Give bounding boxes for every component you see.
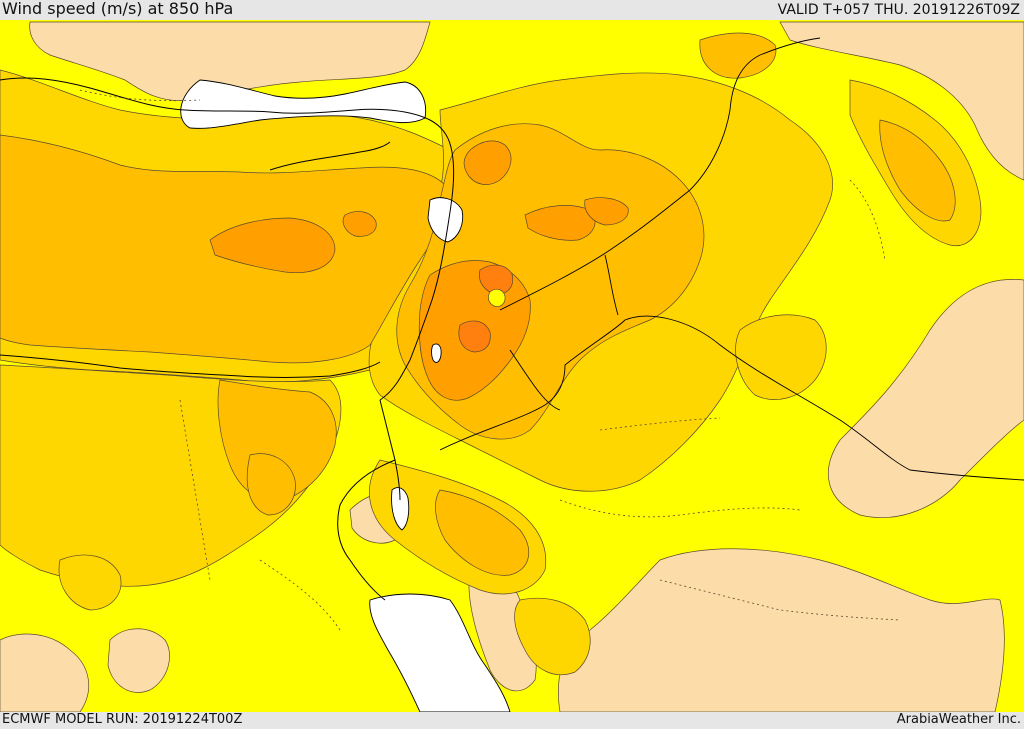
- borders: [439, 37, 1024, 481]
- peach-northeast: [779, 21, 1024, 181]
- coastlines: [0, 77, 455, 601]
- yellow-cell-jordan: [488, 288, 506, 307]
- credit-label: ArabiaWeather Inc.: [896, 712, 1021, 727]
- orange-lebanon: [463, 140, 512, 185]
- gulf-of-aqaba: [391, 487, 410, 531]
- weather-map: [0, 20, 1024, 712]
- orange-syria-blob: [584, 197, 629, 226]
- peach-egypt-blob: [107, 628, 170, 693]
- lake-tuz: [427, 197, 464, 243]
- dark-orange-core: [458, 320, 491, 353]
- red-sea: [369, 593, 511, 712]
- dead-sea: [431, 343, 442, 363]
- orange-mediterranean-east: [342, 211, 377, 237]
- province-lines: [79, 89, 901, 631]
- footer-bar: ECMWF MODEL RUN: 20191224T00Z ArabiaWeat…: [0, 712, 1024, 729]
- header-bar: Wind speed (m/s) at 850 hPa VALID T+057 …: [0, 0, 1024, 20]
- black-sea-fragment: [180, 79, 427, 129]
- chart-title: Wind speed (m/s) at 850 hPa: [2, 0, 234, 18]
- model-run-label: ECMWF MODEL RUN: 20191224T00Z: [2, 712, 243, 727]
- gold-egypt-south: [58, 554, 122, 611]
- amber-iraq-north: [879, 119, 956, 222]
- peach-east-iraq: [827, 279, 1024, 518]
- valid-time-label: VALID T+057 THU. 20191226T09Z: [777, 2, 1020, 18]
- orange-syria-desert: [524, 205, 596, 241]
- gold-iraq-center: [735, 314, 827, 400]
- gold-red-sea-coast: [514, 597, 591, 676]
- orange-mediterranean: [209, 217, 336, 273]
- amber-syria-northeast: [699, 32, 777, 79]
- peach-southeast-arabia: [557, 548, 1005, 712]
- amber-egypt-west: [246, 453, 296, 516]
- amber-jordan-south: [435, 489, 529, 576]
- wind-speed-map: [0, 20, 1024, 712]
- dark-orange-north: [479, 264, 514, 295]
- peach-egypt-sw: [0, 633, 89, 712]
